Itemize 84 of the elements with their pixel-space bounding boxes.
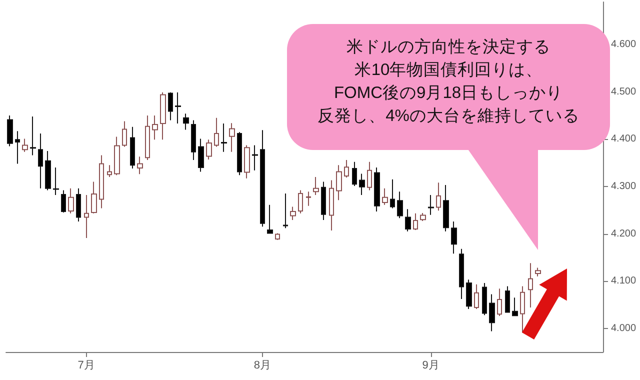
candlestick — [428, 194, 434, 216]
candlestick — [38, 132, 43, 189]
candlestick — [290, 206, 296, 221]
candlestick — [336, 164, 342, 201]
candlestick — [168, 92, 173, 121]
candlestick — [198, 138, 204, 172]
candlestick — [91, 181, 97, 214]
candlestick — [221, 123, 227, 152]
candlestick — [145, 115, 150, 160]
candlestick — [520, 286, 525, 334]
candlestick — [206, 139, 212, 160]
candlestick — [306, 191, 311, 206]
candlestick — [505, 286, 510, 314]
candlestick — [535, 267, 541, 277]
candlestick — [244, 144, 250, 179]
y-tick-label: 4.200 — [611, 228, 636, 240]
candlestick — [283, 193, 288, 229]
candlestick — [451, 220, 457, 254]
candlestick — [99, 154, 104, 209]
candlestick — [267, 204, 273, 234]
y-tick-label: 4.100 — [611, 276, 636, 287]
candlestick — [122, 120, 127, 148]
candlestick — [413, 212, 418, 230]
candlestick — [84, 194, 89, 239]
candlestick — [420, 212, 426, 222]
candlestick — [482, 282, 487, 316]
candlestick — [528, 262, 533, 308]
candlestick — [76, 188, 81, 222]
candlestick — [61, 190, 66, 213]
candlestick — [405, 208, 411, 232]
candlestick — [443, 184, 449, 232]
candlestick — [130, 126, 135, 169]
candlestick — [152, 115, 158, 140]
candlestick — [466, 279, 472, 310]
candlestick — [275, 232, 280, 240]
annotation: FOMC後の9月18日もしっかり — [332, 83, 564, 104]
candlestick — [7, 115, 13, 147]
candlestick — [53, 167, 59, 196]
candlestick — [160, 92, 166, 140]
candlestick — [114, 136, 120, 176]
candlestick — [512, 297, 518, 317]
candlestick — [390, 178, 395, 209]
candlestick — [329, 180, 334, 231]
candlestick — [45, 150, 51, 191]
candlestick — [352, 161, 357, 186]
candlestick — [436, 182, 441, 212]
candlestick — [374, 167, 380, 212]
candlestick — [489, 294, 495, 332]
y-tick-label: 4.300 — [611, 180, 636, 192]
candlestick — [497, 288, 502, 317]
candlestick — [107, 164, 112, 178]
candlestick — [367, 161, 372, 191]
candlestick — [15, 130, 20, 164]
candlestick — [459, 248, 464, 300]
candlestick — [214, 117, 219, 148]
candlestick — [237, 132, 242, 176]
candlestick — [474, 284, 479, 310]
candlestick — [382, 188, 388, 206]
candlestick — [359, 173, 365, 196]
y-tick-label: 4.600 — [611, 39, 636, 50]
candlestick — [321, 181, 326, 221]
candlestick — [68, 188, 74, 214]
candlestick — [22, 138, 28, 152]
x-tick-label: 7月 — [78, 360, 95, 372]
annotation: 米10年物国債利回りは、 — [353, 60, 544, 81]
candlestick — [30, 116, 36, 156]
candlestick — [397, 191, 403, 219]
candlestick — [252, 144, 258, 171]
y-tick-label: 4.500 — [611, 86, 636, 98]
candlestick — [298, 190, 303, 214]
candlestick — [313, 176, 319, 196]
candlestick — [175, 92, 181, 124]
annotation: 米ドルの方向性を決定する — [346, 37, 552, 58]
annotation: 反発し、4%の大台を維持している — [316, 106, 580, 127]
y-tick-label: 4.400 — [611, 134, 636, 145]
y-tick-label: 4.000 — [611, 322, 636, 334]
candlestick — [260, 130, 265, 228]
x-tick-label: 8月 — [254, 360, 271, 372]
candlestick — [137, 156, 143, 175]
candlestick — [183, 113, 189, 130]
candlestick — [191, 120, 196, 160]
x-tick-label: 9月 — [422, 360, 440, 372]
candlestick — [229, 122, 235, 152]
candlestick — [344, 159, 349, 178]
